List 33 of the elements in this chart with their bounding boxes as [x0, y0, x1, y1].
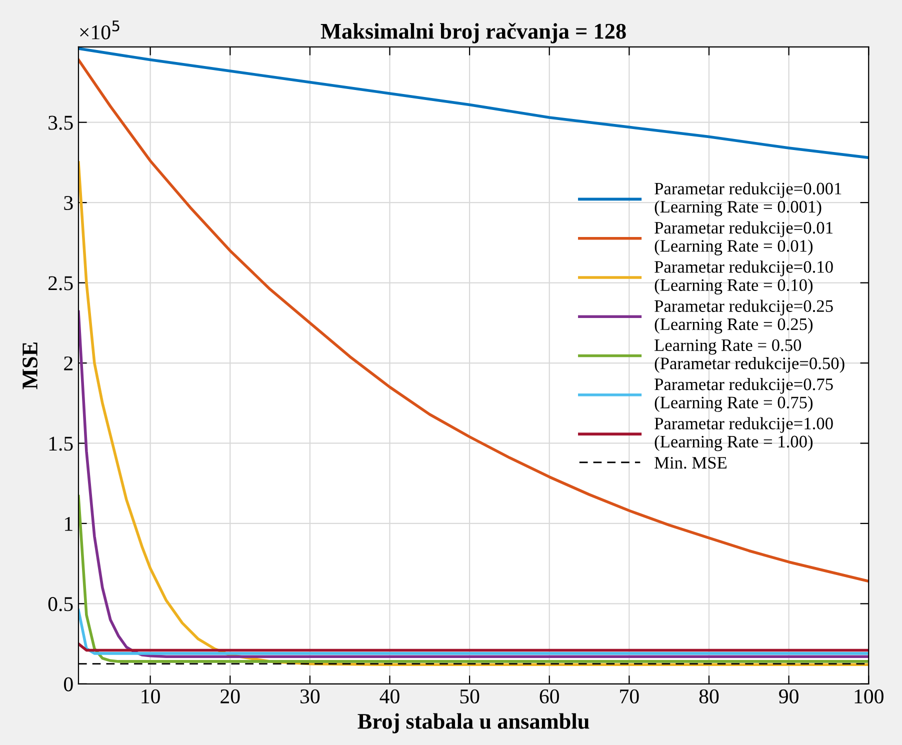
x-tick-label: 60 [540, 689, 559, 704]
x-tick-label: 80 [699, 689, 719, 704]
text: ×10$^{5}$ [80, 20, 120, 40]
legend-label: Parametar redukcije=0.25 (Learning Rate = 0.25) [654, 300, 833, 334]
legend-label: Parametar redukcije=0.001 (Learning Rate = 0.001) [654, 182, 842, 216]
x-tick-label: 40 [380, 689, 400, 704]
y-tick-label: 0 [64, 677, 73, 692]
x-axis-title: Broj stabala u ansamblu [358, 713, 590, 734]
y-axis-title: MSE [22, 342, 38, 390]
legend-label: Parametar redukcije=0.75 (Learning Rate = 0.75) [654, 378, 833, 412]
line-series [78, 58, 869, 583]
chart-title: Maksimalni broj račvanja = 128 [320, 22, 626, 44]
y-tick-label: 2 [64, 356, 72, 370]
y-tick-label: 0.5 [48, 597, 73, 612]
y-tick-label: 1.5 [49, 436, 73, 451]
y-tick-label: 1 [65, 516, 72, 531]
x-tick-label: 50 [460, 689, 480, 704]
legend-label: Parametar redukcije=0.01 (Learning Rate = 0.01) [654, 221, 832, 256]
legend-label: Parametar redukcije=1.00 (Learning Rate = 1.00) [654, 417, 833, 452]
y-tick-label: 3 [64, 196, 73, 210]
x-tick-label: 20 [220, 689, 240, 704]
line-series [78, 161, 869, 666]
line-series [78, 494, 869, 663]
x-tick-label: 70 [620, 689, 639, 704]
y-tick-label: 2.5 [48, 276, 73, 290]
y-tick-label: 3.5 [48, 116, 73, 130]
x-tick-label: 30 [300, 689, 320, 704]
x-tick-label: 100 [854, 689, 884, 704]
legend-label: Min. MSE [654, 456, 727, 469]
legend-label: Parametar redukcije=0.10 (Learning Rate = 0.10) [654, 260, 833, 295]
legend-label: Learning Rate = 0.50 (Parametar redukcije=0.50) [654, 339, 844, 373]
x-tick-label: 10 [142, 689, 160, 704]
x-tick-label: 90 [779, 689, 798, 704]
